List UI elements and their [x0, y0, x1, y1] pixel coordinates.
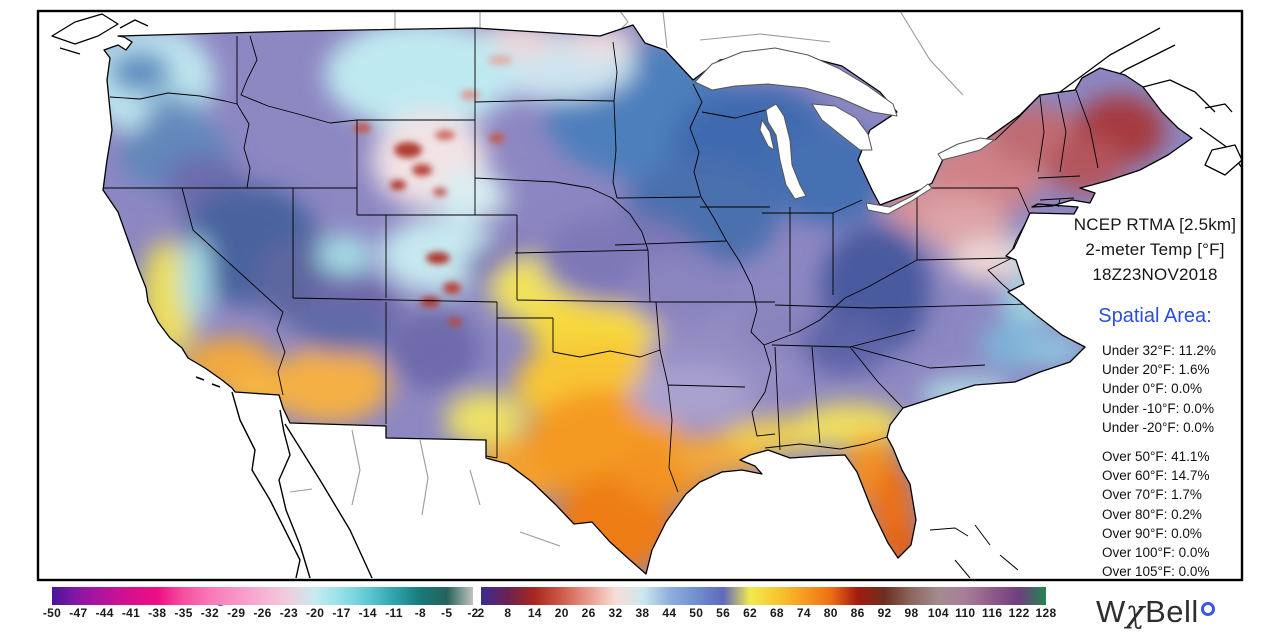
logo-w: W	[1096, 594, 1126, 629]
colorbar-tick-label: -8	[414, 606, 427, 620]
colorbar-tick-label: -32	[200, 606, 219, 620]
colorbar-segment-negative	[52, 587, 473, 605]
spatial-stat-line: Over 50°F: 41.1%	[1102, 449, 1210, 464]
colorbar-tick-label: -38	[148, 606, 167, 620]
colorbar-tick-label: -44	[95, 606, 114, 620]
model-name: NCEP RTMA [2.5km]	[1073, 215, 1237, 234]
cold-mountain-ridges	[353, 55, 512, 326]
colorbar-tick-label: 56	[716, 606, 731, 620]
spatial-stat-line: Under 20°F: 1.6%	[1102, 362, 1210, 378]
logo-degree-icon	[1200, 602, 1215, 616]
map-canvas	[38, 11, 1242, 580]
spatial-stat-line: Over 100°F: 0.0%	[1102, 545, 1210, 561]
colorbar-tick-label: 68	[769, 606, 784, 620]
colorbar-tick-label: -50	[42, 606, 62, 620]
colorbar-tick-label: -14	[358, 606, 377, 620]
colorbar-tick-label: -17	[332, 606, 351, 620]
valid-time: 18Z23NOV2018	[1092, 265, 1218, 284]
spatial-over-stats: Over 50°F: 41.1% Over 60°F: 14.7% Over 70°…	[1102, 447, 1209, 581]
colorbar-tick-label: 98	[904, 606, 919, 620]
colorbar-tick-label: -20	[306, 606, 325, 620]
colorbar-tick-label: 44	[662, 606, 677, 620]
colorbar-tick-label: 80	[823, 606, 838, 620]
spatial-stat-line: Under 0°F: 0.0%	[1102, 381, 1202, 397]
colorbar-tick-label: 74	[796, 606, 811, 620]
spatial-stat-line: Over 70°F: 1.7%	[1102, 487, 1202, 503]
colorbar-tick-label: -5	[441, 606, 453, 620]
colorbar-tick-label: 128	[1035, 606, 1057, 620]
colorbar-tick-label: 32	[608, 606, 623, 620]
foreign-border-lines	[289, 11, 964, 547]
colorbar-tick-label: -29	[227, 606, 246, 620]
colorbar-tick-label: -41	[121, 606, 141, 620]
colorbar-tick-label: 38	[635, 606, 650, 620]
spatial-stat-line: Under 32°F: 11.2%	[1102, 343, 1216, 358]
state-borders	[103, 28, 1099, 493]
colorbar-tick-label: 26	[581, 606, 596, 620]
spatial-stat-line: Under -10°F: 0.0%	[1102, 400, 1214, 416]
colorbar-tick-labels: -50 -47 -44 -41 -38 -35 -32 -29 -26 -23 -20 -17 -14-…	[43, 606, 1056, 622]
spatial-stat-line: Over 105°F: 0.0%	[1102, 564, 1210, 580]
mexico-coastline	[231, 391, 373, 579]
colorbar-tick-label: 110	[955, 606, 976, 620]
logo-chi: χ	[1125, 594, 1146, 630]
spatial-stat-line: Over 60°F: 14.7%	[1102, 468, 1210, 484]
weatherbell-logo: WχBell	[1096, 594, 1215, 630]
colorbar-tick-label: 2	[477, 606, 485, 620]
bahamas-islands	[195, 376, 1019, 579]
colorbar-tick-label: 50	[689, 606, 704, 620]
colorbar-tick-label: -26	[253, 606, 272, 620]
colorbar-tick-label: -11	[385, 606, 403, 620]
great-lakes	[694, 47, 995, 215]
colorbar-tick-label: 8	[504, 606, 512, 620]
colorbar-tick-label: 62	[743, 606, 758, 620]
colorbar-tick-label: 104	[927, 606, 949, 620]
us-summary-stats: United States: Avg: 47.0°F Min: 3.7°F Ma…	[70, 527, 298, 640]
map-frame	[36, 9, 1244, 582]
colorbar-tick-label: 14	[527, 606, 542, 620]
spatial-stat-line: Under -20°F: 0.0%	[1102, 419, 1214, 435]
spatial-under-stats: Under 32°F: 11.2% Under 20°F: 1.6% Under 0…	[1102, 341, 1216, 437]
spatial-stat-line: Over 90°F: 0.0%	[1102, 525, 1202, 541]
colorbar-tick-label: 92	[877, 606, 892, 620]
spatial-stat-line: Over 80°F: 0.2%	[1102, 506, 1202, 522]
colorbar-tick-label: 122	[1008, 606, 1030, 620]
colorbar-tick-label: 116	[982, 606, 1003, 620]
colorbar-tick-label: 20	[554, 606, 569, 620]
colorbar-tick-label: -47	[69, 606, 88, 620]
colorbar-tick-label: -2	[467, 606, 479, 620]
parameter-name: 2-meter Temp [°F]	[1085, 240, 1225, 259]
map-title-block: NCEP RTMA [2.5km] 2-meter Temp [°F] 18Z2…	[1058, 212, 1252, 287]
colorbar-tick-label: 86	[850, 606, 865, 620]
colorbar-segment-positive	[481, 587, 1046, 605]
colorbar-tick-label: -35	[174, 606, 193, 620]
colorbar-tick-label: -23	[279, 606, 298, 620]
temperature-colorbar: -50 -47 -44 -41 -38 -35 -32 -29 -26 -23 -20 -17 -14-…	[43, 587, 1056, 623]
spatial-area-heading: Spatial Area:	[1098, 305, 1212, 327]
logo-bell: Bell	[1145, 594, 1199, 629]
us-outline	[102, 24, 1193, 575]
